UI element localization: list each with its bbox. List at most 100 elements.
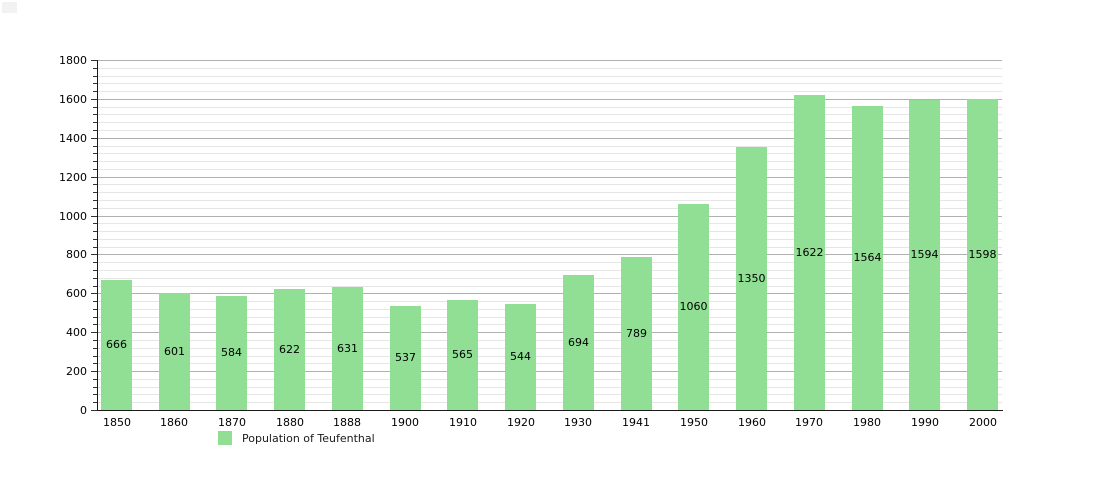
bar-value-label: 537 — [395, 351, 416, 364]
bar-value-label: 565 — [452, 348, 473, 361]
bar-value-label: 1564 — [853, 251, 882, 264]
y-tick — [93, 161, 97, 162]
y-tick — [93, 208, 97, 209]
minor-gridline — [97, 192, 1002, 193]
bar-1920 — [505, 304, 536, 410]
y-tick — [93, 231, 97, 232]
y-tick — [93, 76, 97, 77]
y-tick — [93, 68, 97, 69]
y-axis-tick-label: 1200 — [59, 171, 87, 184]
bar-1960 — [736, 147, 767, 410]
y-tick — [93, 262, 97, 263]
y-axis-tick-label: 200 — [66, 365, 87, 378]
major-gridline — [97, 99, 1002, 100]
x-axis-tick-label: 1990 — [911, 416, 939, 429]
y-tick — [91, 410, 97, 411]
y-tick — [91, 60, 97, 61]
y-tick — [93, 394, 97, 395]
x-axis-line — [97, 410, 1003, 411]
minor-gridline — [97, 309, 1002, 310]
corner-artifact — [2, 2, 17, 13]
y-axis-line — [97, 60, 98, 411]
x-axis-tick-label: 1910 — [449, 416, 477, 429]
bar-value-label: 544 — [510, 350, 531, 363]
y-tick — [93, 107, 97, 108]
y-axis-tick-label: 1000 — [59, 210, 87, 223]
bar-value-label: 622 — [279, 343, 300, 356]
y-tick — [93, 286, 97, 287]
y-tick — [93, 146, 97, 147]
y-axis-tick-label: 400 — [66, 326, 87, 339]
y-axis-tick-label: 0 — [80, 404, 87, 417]
major-gridline — [97, 216, 1002, 217]
y-tick — [91, 216, 97, 217]
bar-1930 — [563, 275, 594, 410]
major-gridline — [97, 371, 1002, 372]
y-tick — [91, 138, 97, 139]
y-tick — [93, 239, 97, 240]
y-tick — [93, 270, 97, 271]
minor-gridline — [97, 146, 1002, 147]
x-axis-tick-label: 1980 — [853, 416, 881, 429]
x-axis-tick-label: 1870 — [218, 416, 246, 429]
y-tick — [91, 177, 97, 178]
y-tick — [91, 254, 97, 255]
minor-gridline — [97, 340, 1002, 341]
x-axis-tick-label: 2000 — [969, 416, 997, 429]
minor-gridline — [97, 301, 1002, 302]
bar-1941 — [621, 257, 652, 410]
minor-gridline — [97, 223, 1002, 224]
bar-1980 — [852, 106, 883, 410]
minor-gridline — [97, 394, 1002, 395]
y-tick — [93, 122, 97, 123]
major-gridline — [97, 177, 1002, 178]
bar-1870 — [216, 296, 247, 410]
minor-gridline — [97, 379, 1002, 380]
minor-gridline — [97, 247, 1002, 248]
y-axis-tick-label: 800 — [66, 248, 87, 261]
bar-value-label: 601 — [164, 345, 185, 358]
bar-value-label: 789 — [626, 327, 647, 340]
major-gridline — [97, 138, 1002, 139]
minor-gridline — [97, 169, 1002, 170]
minor-gridline — [97, 278, 1002, 279]
bar-1990 — [909, 100, 940, 410]
y-axis-tick-label: 1400 — [59, 132, 87, 145]
x-axis-tick-label: 1900 — [391, 416, 419, 429]
y-tick — [91, 371, 97, 372]
minor-gridline — [97, 184, 1002, 185]
minor-gridline — [97, 348, 1002, 349]
minor-gridline — [97, 83, 1002, 84]
minor-gridline — [97, 130, 1002, 131]
y-tick — [93, 153, 97, 154]
y-tick — [93, 301, 97, 302]
x-axis-tick-label: 1850 — [103, 416, 131, 429]
bar-value-label: 1350 — [737, 272, 766, 285]
bar-1950 — [678, 204, 709, 410]
y-tick — [93, 184, 97, 185]
minor-gridline — [97, 76, 1002, 77]
minor-gridline — [97, 114, 1002, 115]
minor-gridline — [97, 387, 1002, 388]
minor-gridline — [97, 68, 1002, 69]
minor-gridline — [97, 270, 1002, 271]
x-axis-tick-label: 1960 — [738, 416, 766, 429]
bar-2000 — [967, 99, 998, 410]
x-axis-tick-label: 1860 — [160, 416, 188, 429]
plot-area: 666 601 584 622 631 537 565 544 694 789 1060 1350 16… — [97, 60, 1002, 410]
x-axis-tick-label: 1920 — [507, 416, 535, 429]
y-tick — [93, 379, 97, 380]
x-axis-tick-label: 1950 — [680, 416, 708, 429]
y-tick — [91, 293, 97, 294]
major-gridline — [97, 332, 1002, 333]
bar-value-label: 1622 — [795, 246, 824, 259]
x-axis-tick-label: 1930 — [564, 416, 592, 429]
legend-label: Population of Teufenthal — [242, 431, 375, 445]
y-tick — [93, 387, 97, 388]
legend-swatch — [218, 431, 232, 445]
bar-1860 — [159, 293, 190, 410]
bar-1970 — [794, 95, 825, 410]
bar-1850 — [101, 280, 132, 410]
bar-value-label: 666 — [106, 338, 127, 351]
